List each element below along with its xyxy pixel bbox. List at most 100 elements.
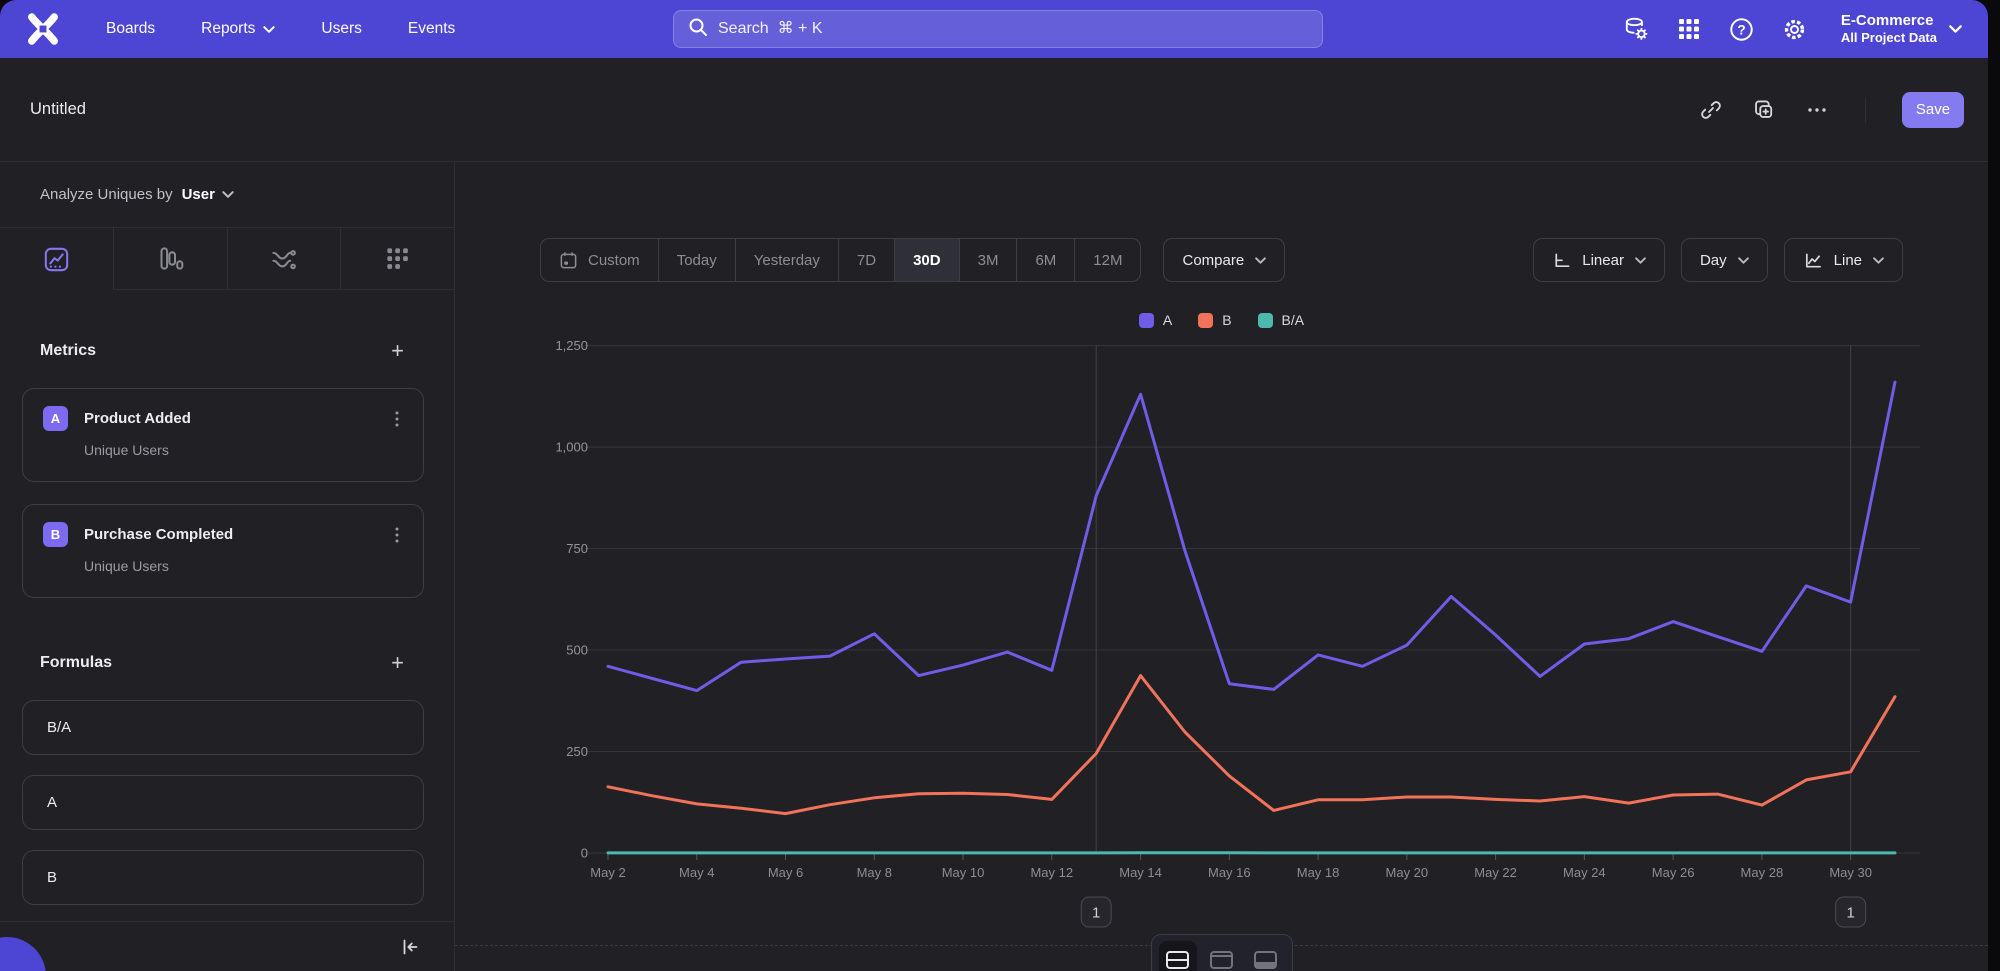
project-selector[interactable]: E-Commerce All Project Data (1841, 12, 1962, 47)
mixpanel-logo-icon[interactable] (24, 11, 62, 47)
formula-label: A (47, 794, 58, 811)
range-30d[interactable]: 30D (894, 239, 959, 281)
metric-card-b[interactable]: B Purchase Completed Unique Users (22, 504, 424, 598)
add-metric-button[interactable]: + (391, 338, 404, 363)
chevron-down-icon (1737, 256, 1749, 264)
range-label: Custom (588, 251, 640, 269)
metric-subtitle[interactable]: Unique Users (84, 558, 169, 574)
tab-funnels[interactable] (112, 228, 227, 290)
legend-item-b[interactable]: B (1198, 312, 1232, 328)
date-range-group: Custom Today Yesterday 7D 30D 3M 6M 12M (540, 238, 1142, 282)
legend-item-b-over-a[interactable]: B/A (1257, 312, 1305, 328)
day-dropdown[interactable]: Day (1680, 238, 1768, 282)
report-title[interactable]: Untitled (30, 100, 86, 118)
tab-insights[interactable] (0, 228, 113, 290)
series-line-b[interactable] (606, 674, 1897, 816)
chevron-down-icon (263, 20, 276, 38)
x-axis-tick-label: May 30 (1829, 865, 1872, 880)
tab-flows[interactable] (226, 228, 341, 290)
tab-retention[interactable] (340, 228, 454, 290)
divider (1865, 96, 1866, 123)
range-yesterday[interactable]: Yesterday (734, 239, 838, 281)
compare-button[interactable]: Compare (1163, 238, 1286, 282)
copy-link-icon[interactable] (1700, 99, 1722, 121)
apps-grid-icon[interactable] (1677, 17, 1701, 41)
range-12m[interactable]: 12M (1074, 239, 1140, 281)
view-controls: Linear Day Line (1533, 238, 1903, 282)
chart-bottom-bar-icon (1254, 951, 1277, 969)
x-axis-tick-label: May 28 (1741, 865, 1784, 880)
range-7d[interactable]: 7D (837, 239, 894, 281)
save-button[interactable]: Save (1902, 91, 1964, 128)
search-bar[interactable] (673, 10, 1323, 48)
layout-toggle-chart-bottom-bar[interactable] (1247, 941, 1285, 971)
duplicate-icon[interactable] (1752, 98, 1775, 121)
nav-item-users[interactable]: Users (321, 20, 361, 38)
project-name: E-Commerce (1840, 11, 1934, 29)
nav-item-boards[interactable]: Boards (106, 20, 155, 38)
legend-swatch (1257, 312, 1273, 328)
line-chart-icon (1803, 251, 1823, 270)
metric-list: A Product Added Unique Users B Purchase Comp… (22, 388, 424, 598)
kebab-menu-icon[interactable] (389, 525, 405, 545)
chevron-down-icon (1635, 256, 1646, 264)
formula-label: B/A (47, 719, 72, 736)
legend-label: B/A (1281, 312, 1305, 328)
settings-icon[interactable] (1782, 17, 1807, 42)
range-3m[interactable]: 3M (958, 239, 1017, 281)
search-input[interactable] (718, 20, 1308, 38)
chevron-down-icon (1873, 256, 1884, 264)
dropdown-label: Linear (1582, 251, 1624, 269)
range-label: Today (676, 251, 717, 269)
analyze-entity-dropdown[interactable]: User (182, 186, 234, 203)
annotation-badge[interactable] (1835, 896, 1867, 928)
legend-item-a[interactable]: A (1138, 312, 1172, 328)
metric-badge: B (43, 522, 68, 547)
metrics-title: Metrics (40, 342, 97, 359)
x-axis-tick-label: May 14 (1119, 865, 1162, 880)
metric-card-a[interactable]: A Product Added Unique Users (22, 388, 424, 482)
range-custom[interactable]: Custom (541, 239, 658, 281)
annotation-badge-label: 1 (1092, 905, 1100, 922)
range-today[interactable]: Today (657, 239, 735, 281)
nav-item-events[interactable]: Events (408, 20, 455, 38)
analyze-entity-value: User (181, 186, 215, 203)
calendar-icon (559, 251, 578, 270)
layout-toggle-chart-top-bar[interactable] (1203, 941, 1241, 971)
linear-dropdown[interactable]: Linear (1533, 238, 1665, 282)
annotation-badge-label: 1 (1846, 905, 1854, 922)
line-dropdown[interactable]: Line (1783, 238, 1903, 282)
retention-tab-icon (384, 245, 411, 272)
add-formula-button[interactable]: + (391, 650, 404, 675)
nav-item-reports[interactable]: Reports (201, 20, 276, 38)
formula-card-b[interactable]: B (22, 850, 424, 905)
metric-badge: A (43, 406, 68, 431)
layout-toggle-chart-and-table[interactable] (1158, 941, 1197, 971)
more-options-icon[interactable] (1805, 100, 1829, 120)
metric-subtitle[interactable]: Unique Users (84, 442, 169, 458)
range-label: 3M (977, 251, 999, 269)
metric-title: Purchase Completed (84, 526, 234, 543)
annotation-badge[interactable] (1080, 896, 1112, 928)
chart-legend: A B B/A (455, 312, 1988, 328)
formula-card-a[interactable]: A (22, 775, 424, 830)
layout-toggles (1150, 934, 1293, 971)
dropdown-label: Day (1699, 251, 1727, 269)
y-axis-tick-label: 750 (566, 541, 588, 556)
kebab-menu-icon[interactable] (389, 409, 405, 429)
data-management-icon[interactable] (1623, 16, 1649, 42)
nav-item-label: Reports (201, 20, 256, 37)
line-chart[interactable]: 0 250 500 750 1,000 1,250 May 2 May 4 May 6 May 8… (455, 328, 1988, 971)
x-axis-tick-label: May 16 (1208, 865, 1251, 880)
body: Analyze Uniques by User Metrics + A Produ… (0, 162, 1988, 971)
nav-item-label: Events (407, 20, 456, 37)
chart-panel: Custom Today Yesterday 7D 30D 3M 6M 12M Compare… (455, 162, 1988, 971)
range-6m[interactable]: 6M (1016, 239, 1074, 281)
formula-card-b-over-a[interactable]: B/A (22, 700, 424, 755)
nav-item-label: Users (321, 20, 362, 37)
y-axis-tick-label: 0 (581, 846, 588, 861)
series-line-a[interactable] (606, 380, 1897, 693)
collapse-sidebar-icon[interactable] (400, 937, 420, 957)
help-icon[interactable]: ? (1729, 17, 1754, 42)
